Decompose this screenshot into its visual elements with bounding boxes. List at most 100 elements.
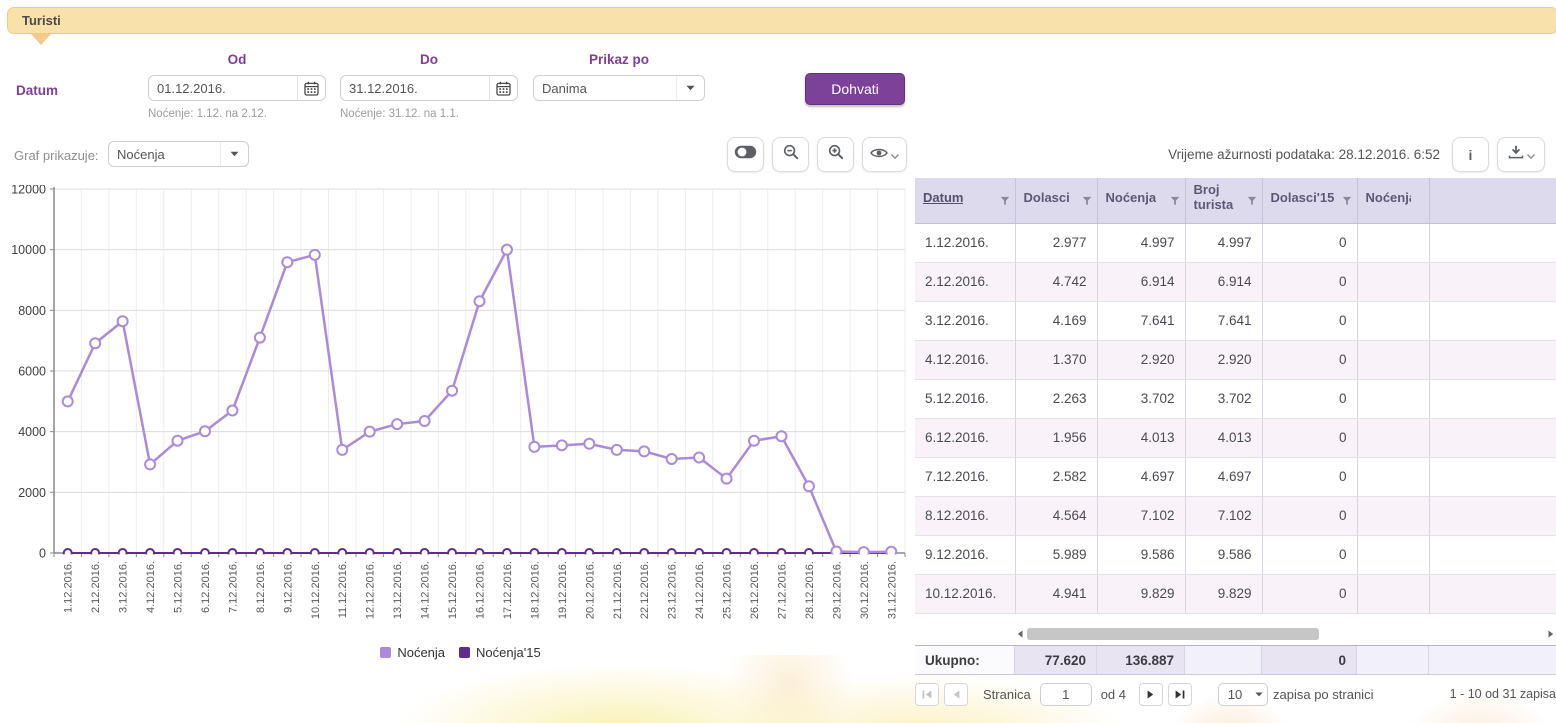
column-header-nocenja[interactable]: Noćenja [1097,178,1186,224]
chevron-down-icon[interactable] [220,142,248,166]
panel-pointer-icon [31,34,51,45]
svg-text:10.12.2016.: 10.12.2016. [310,561,322,619]
filter-icon[interactable] [1170,195,1180,210]
filter-icon[interactable] [1082,195,1092,210]
svg-text:10000: 10000 [11,243,46,257]
legend-item[interactable]: Noćenja [380,645,445,660]
cell-nocenja: 9.829 [1097,574,1186,614]
toggle-series-button[interactable] [727,137,764,172]
cell-dolasci: 4.941 [1015,574,1098,614]
calendar-icon[interactable] [297,76,325,100]
table-row[interactable]: 3.12.2016. 4.169 7.641 7.641 0 [915,301,1556,341]
svg-text:7.12.2016.: 7.12.2016. [227,561,239,613]
cell-broj-turista: 9.586 [1185,535,1263,575]
cell-datum: 9.12.2016. [915,535,1016,575]
svg-text:24.12.2016.: 24.12.2016. [694,561,706,619]
table-row[interactable]: 1.12.2016. 2.977 4.997 4.997 0 [915,223,1556,263]
cell-broj-turista: 7.641 [1185,301,1263,341]
cell-nocenja-15 [1357,535,1430,575]
export-button[interactable] [1497,137,1545,172]
cell-nocenja-15 [1357,340,1430,380]
table-row[interactable]: 5.12.2016. 2.263 3.702 3.702 0 [915,379,1556,419]
svg-text:1.12.2016.: 1.12.2016. [63,561,75,613]
cell-filler [1429,418,1556,458]
info-icon: i [1468,146,1473,163]
cell-nocenja-15 [1357,262,1430,302]
chevron-down-icon[interactable] [676,76,704,100]
page-size-select[interactable]: 10 [1218,682,1269,706]
zoom-in-button[interactable] [817,137,854,172]
panel-header-tab[interactable]: Turisti [7,7,1556,34]
svg-text:13.12.2016.: 13.12.2016. [392,561,404,619]
column-label: Datum [923,190,964,205]
last-page-button[interactable] [1168,682,1193,706]
filter-icon[interactable] [1247,195,1257,210]
chevron-down-icon [1251,692,1267,697]
column-header-datum[interactable]: Datum [915,178,1016,224]
cell-datum: 10.12.2016. [915,574,1016,614]
zoom-out-button[interactable] [772,137,809,172]
prikaz-po-label: Prikaz po [588,52,650,67]
scroll-left-icon[interactable] [1015,630,1025,638]
cell-nocenja: 7.102 [1097,496,1186,536]
column-header-dolasci[interactable]: Dolasci [1015,178,1098,224]
column-label: Dolasci [1023,190,1070,205]
svg-text:31.12.2016.: 31.12.2016. [886,561,898,619]
cell-nocenja-15 [1357,496,1430,536]
cell-broj-turista: 4.013 [1185,418,1263,458]
table-row[interactable]: 6.12.2016. 1.956 4.013 4.013 0 [915,418,1556,458]
series-nocenja [61,243,898,555]
filter-icon[interactable] [1342,195,1352,210]
svg-text:21.12.2016.: 21.12.2016. [612,561,624,619]
table-row[interactable]: 8.12.2016. 4.564 7.102 7.102 0 [915,496,1556,536]
horizontal-scrollbar[interactable] [1015,625,1556,643]
prikaz-po-select[interactable]: Danima [533,75,705,101]
cell-nocenja: 9.586 [1097,535,1186,575]
svg-text:6000: 6000 [18,365,46,379]
svg-text:14.12.2016.: 14.12.2016. [420,561,432,619]
table-row[interactable]: 2.12.2016. 4.742 6.914 6.914 0 [915,262,1556,302]
cell-broj-turista: 6.914 [1185,262,1263,302]
chart-legend: Noćenja Noćenja'15 [8,645,913,660]
table-row[interactable]: 7.12.2016. 2.582 4.697 4.697 0 [915,457,1556,497]
date-from-input[interactable]: 01.12.2016. [148,75,326,101]
cell-datum: 2.12.2016. [915,262,1016,302]
svg-text:4.12.2016.: 4.12.2016. [145,561,157,613]
cell-datum: 7.12.2016. [915,457,1016,497]
cell-nocenja-15 [1357,379,1430,419]
date-to-note: Noćenje: 31.12. na 1.1. [340,108,459,120]
info-button[interactable]: i [1452,137,1489,172]
calendar-icon[interactable] [489,76,517,100]
next-page-button[interactable] [1139,682,1164,706]
zoom-out-icon [783,144,799,165]
graf-select[interactable]: Noćenja [108,141,249,167]
total-nocenja: 136.887 [1097,646,1185,674]
svg-text:12000: 12000 [11,185,46,197]
table-row[interactable]: 4.12.2016. 1.370 2.920 2.920 0 [915,340,1556,380]
legend-item[interactable]: Noćenja'15 [459,645,541,660]
series-nocenja-15 [62,548,897,555]
cell-broj-turista: 2.920 [1185,340,1263,380]
scrollbar-thumb[interactable] [1027,628,1319,640]
chevron-down-icon [1526,146,1535,164]
table-row[interactable]: 10.12.2016. 4.941 9.829 9.829 0 [915,574,1556,614]
filter-icon[interactable] [1000,195,1010,210]
visibility-menu-button[interactable] [862,137,907,172]
svg-text:15.12.2016.: 15.12.2016. [447,561,459,619]
column-header-broj-turista[interactable]: Broj turista [1185,178,1263,224]
stranica-label: Stranica [983,686,1031,702]
dohvati-button[interactable]: Dohvati [805,73,905,105]
previous-page-button[interactable] [944,682,968,706]
scroll-right-icon[interactable] [1546,630,1556,638]
column-header-dolasci-15[interactable]: Dolasci'15 [1262,178,1358,224]
svg-text:19.12.2016.: 19.12.2016. [557,561,569,619]
page-number-input[interactable] [1039,682,1092,706]
cell-datum: 4.12.2016. [915,340,1016,380]
date-to-input[interactable]: 31.12.2016. [340,75,518,101]
scrollbar-track[interactable] [1025,628,1546,640]
first-page-button[interactable] [915,682,939,706]
table-row[interactable]: 9.12.2016. 5.989 9.586 9.586 0 [915,535,1556,575]
cell-filler [1429,457,1556,497]
column-header-nocenja-15[interactable]: Noćenja'15 [1357,178,1430,224]
svg-text:3.12.2016.: 3.12.2016. [118,561,130,613]
